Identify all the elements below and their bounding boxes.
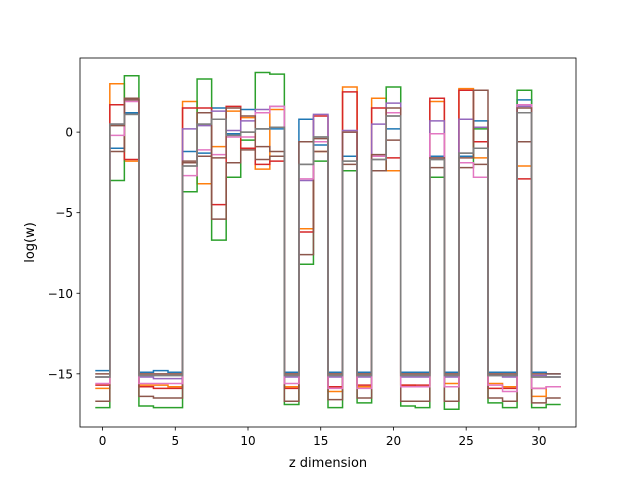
- x-tick-label: 15: [313, 434, 328, 448]
- plot-frame: [79, 57, 577, 428]
- y-tick-label: −10: [48, 287, 73, 301]
- y-tick-label: 0: [65, 126, 73, 140]
- y-axis-ticks: −15 −10 −5 0: [48, 126, 80, 381]
- y-axis-label: log(w): [23, 222, 38, 263]
- x-axis-label: z dimension: [289, 456, 367, 471]
- y-tick-label: −15: [48, 367, 73, 381]
- x-axis-ticks: 0 5 10 15 20 25 30: [99, 427, 547, 448]
- x-tick-label: 0: [99, 434, 107, 448]
- series-line-10: [95, 112, 561, 378]
- x-tick-label: 30: [531, 434, 546, 448]
- x-tick-label: 5: [171, 434, 179, 448]
- x-tick-label: 10: [240, 434, 255, 448]
- x-tick-label: 20: [386, 434, 401, 448]
- x-tick-label: 25: [459, 434, 474, 448]
- y-tick-label: −5: [55, 206, 73, 220]
- plot-series-group: [95, 71, 561, 411]
